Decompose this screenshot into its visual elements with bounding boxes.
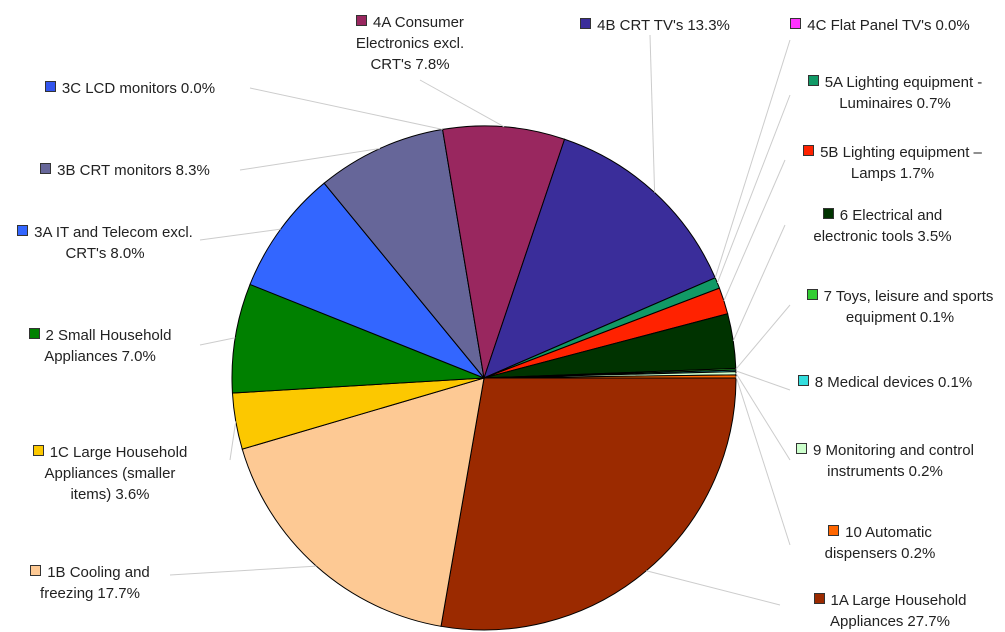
legend-swatch — [32, 445, 44, 456]
slice-label: 10 Automatic dispensers 0.2% — [790, 522, 970, 564]
leader-line — [649, 34, 656, 193]
slice-label: 3A IT and Telecom excl. CRT's 8.0% — [10, 222, 200, 264]
legend-swatch — [796, 443, 808, 454]
slice-label: 1B Cooling and freezing 17.7% — [10, 562, 170, 604]
value-label: 13.3% — [687, 17, 730, 34]
slice-label: 5A Lighting equipment - Luminaires 0.7% — [790, 72, 1000, 114]
leader-line — [199, 337, 236, 346]
slice-label: 9 Monitoring and control instruments 0.2% — [790, 440, 980, 482]
leader-line — [199, 228, 281, 241]
slice-label: 4B CRT TV's 13.3% — [555, 15, 755, 36]
slice-label: 2 Small Household Appliances 7.0% — [10, 325, 190, 367]
value-label: 7.0% — [121, 348, 156, 365]
value-label: 0.1% — [919, 309, 955, 326]
slice-label: 4A Consumer Electronics excl. CRT's 7.8% — [320, 12, 500, 75]
leader-line — [735, 372, 791, 461]
category-name: 1C Large Household Appliances (smaller i… — [44, 444, 188, 503]
category-name: 10 Automatic dispensers — [824, 524, 932, 562]
pie-slice — [442, 125, 566, 379]
value-label: 0.2% — [908, 463, 943, 480]
legend-swatch — [44, 81, 56, 92]
leader-line — [169, 565, 317, 576]
leader-line — [723, 159, 786, 302]
category-name: 8 Medical devices — [814, 374, 935, 391]
value-label: 3.6% — [115, 486, 150, 503]
legend-swatch — [28, 328, 40, 339]
legend-swatch — [813, 593, 825, 604]
leader-line — [735, 376, 791, 546]
legend-swatch — [17, 225, 29, 236]
value-label: 7.8% — [415, 56, 450, 73]
value-label: 0.0% — [180, 80, 216, 97]
pie-slice — [440, 377, 737, 631]
leader-line — [716, 94, 791, 284]
pie-slice — [483, 138, 716, 379]
category-name: 1B Cooling and freezing — [40, 564, 150, 602]
legend-swatch — [803, 145, 815, 156]
leader-line — [735, 304, 791, 370]
slice-label: 1A Large Household Appliances 27.7% — [790, 590, 990, 632]
leader-line — [714, 39, 791, 278]
legend-swatch — [356, 15, 368, 26]
value-label: 0.7% — [916, 95, 951, 112]
legend-swatch — [580, 18, 592, 29]
slice-label: 4C Flat Panel TV's 0.0% — [775, 15, 985, 36]
category-name: 4B CRT TV's — [597, 17, 684, 34]
legend-swatch — [797, 375, 809, 386]
legend-swatch — [822, 208, 834, 219]
legend-swatch — [30, 565, 42, 576]
slice-label: 6 Electrical and electronic tools 3.5% — [790, 205, 975, 247]
slice-label: 5B Lighting equipment – Lamps 1.7% — [785, 142, 1000, 184]
value-label: 8.3% — [175, 162, 210, 179]
leader-line — [239, 148, 380, 171]
category-name: 4A Consumer Electronics excl. CRT's — [355, 14, 465, 73]
leader-line — [419, 79, 505, 128]
value-label: 8.0% — [110, 245, 145, 262]
value-label: 17.7% — [97, 585, 140, 602]
category-name: 7 Toys, leisure and sports equipment — [823, 288, 994, 326]
slice-label: 8 Medical devices 0.1% — [790, 372, 980, 393]
value-label: 0.1% — [938, 374, 973, 391]
category-name: 3B CRT monitors — [57, 162, 172, 179]
leader-line — [646, 570, 781, 606]
slice-label: 1C Large Household Appliances (smaller i… — [10, 442, 210, 505]
slice-label: 3B CRT monitors 8.3% — [10, 160, 240, 181]
category-name: 5A Lighting equipment - Luminaires — [824, 74, 983, 112]
value-label: 0.2% — [901, 545, 936, 562]
value-label: 3.5% — [917, 228, 952, 245]
value-label: 0.0% — [935, 17, 970, 34]
pie-slice — [249, 182, 485, 379]
value-label: 1.7% — [899, 165, 935, 182]
category-name: 4C Flat Panel TV's — [807, 17, 932, 34]
legend-swatch — [806, 289, 818, 300]
slice-label: 3C LCD monitors 0.0% — [10, 78, 250, 99]
value-label: 27.7% — [907, 613, 950, 630]
legend-swatch — [807, 75, 819, 86]
category-name: 3C LCD monitors — [61, 80, 177, 97]
leader-line — [732, 224, 786, 342]
slice-label: 7 Toys, leisure and sports equipment 0.1% — [800, 286, 1000, 328]
category-name: 9 Monitoring and control instruments — [813, 442, 974, 480]
category-name: 3A IT and Telecom excl. CRT's — [34, 224, 193, 262]
category-name: 1A Large Household Appliances — [830, 592, 967, 630]
category-name: 2 Small Household Appliances — [44, 327, 172, 365]
category-name: 5B Lighting equipment – Lamps — [820, 144, 982, 182]
pie-slice — [231, 283, 485, 394]
leader-line — [249, 87, 443, 130]
legend-swatch — [40, 163, 52, 174]
leader-line — [735, 370, 791, 391]
leader-line — [229, 421, 237, 461]
category-name: 6 Electrical and electronic tools — [813, 207, 943, 245]
legend-swatch — [790, 18, 802, 29]
legend-swatch — [828, 525, 840, 536]
